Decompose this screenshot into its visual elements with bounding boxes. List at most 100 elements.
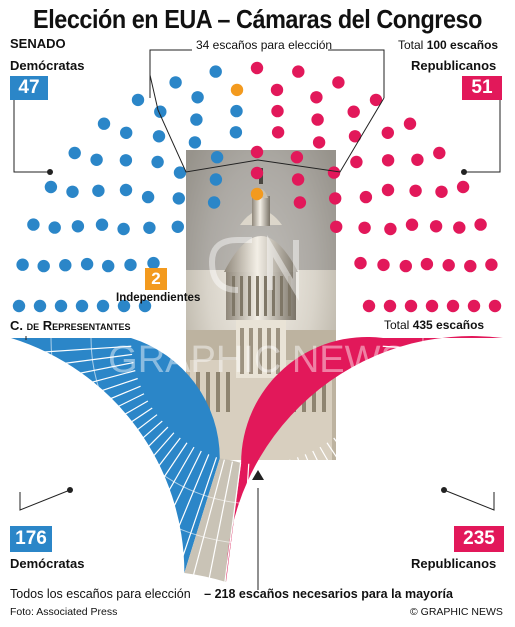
senate-seat	[124, 258, 137, 272]
senate-dem-label: Demócratas	[10, 58, 85, 73]
senate-seat	[190, 113, 203, 126]
senate-label: SENADO	[10, 36, 66, 51]
house-divider	[264, 463, 274, 584]
house-divider	[15, 361, 134, 387]
copyright: © GRAPHIC NEWS	[410, 606, 503, 618]
senate-seat	[312, 136, 326, 149]
house-divider	[61, 414, 158, 489]
senate-seat	[329, 192, 342, 205]
senate-seat	[230, 104, 243, 118]
house-divider	[351, 420, 443, 501]
house-divider	[289, 459, 322, 576]
house-divider	[19, 370, 136, 403]
senate-rep-count: 51	[462, 76, 502, 100]
senate-seat	[292, 65, 305, 78]
senate-seat	[442, 259, 455, 272]
senate-seat	[404, 299, 418, 313]
senate-seat	[467, 299, 481, 313]
senate-seat	[59, 259, 72, 272]
senate-seat	[381, 126, 394, 139]
senate-seat	[250, 166, 264, 180]
senate-seat	[151, 155, 164, 169]
house-divider	[382, 345, 503, 355]
watermark-text: GRAPHIC NEWS	[108, 339, 406, 381]
graphic-news-logo	[208, 235, 299, 301]
senate-seat	[147, 256, 160, 270]
senate-seat	[290, 151, 304, 164]
house-divider	[361, 407, 462, 476]
senate-seat	[131, 93, 145, 107]
house-rep-label: Republicanos	[411, 556, 497, 571]
senate-seat	[354, 256, 367, 270]
senate-seat	[383, 299, 397, 313]
senate-seat	[271, 126, 285, 139]
senate-seat	[75, 299, 89, 313]
house-divider	[177, 457, 218, 572]
senate-seat	[171, 220, 184, 233]
senate-seat	[362, 299, 376, 313]
house-divider	[365, 400, 471, 462]
senate-seat	[173, 166, 187, 179]
senate-ind-label: Independientes	[116, 292, 201, 304]
senate-total-text: Total	[398, 38, 424, 52]
house-divider	[162, 454, 210, 566]
senate-seat	[95, 218, 109, 231]
house-divider	[339, 432, 420, 524]
house-total-value: 435 escaños	[412, 318, 485, 332]
house-divider	[23, 377, 138, 418]
house-divider	[29, 385, 141, 433]
photo-credit: Foto: Associated Press	[10, 606, 118, 618]
senate-seat	[90, 153, 103, 166]
house-divider	[319, 446, 381, 552]
senate-seat	[377, 258, 390, 272]
house-divider	[192, 459, 225, 576]
senate-seat	[33, 299, 47, 313]
senate-seat	[138, 299, 152, 313]
senate-seat	[16, 258, 29, 271]
seats-up-bracket	[149, 49, 385, 173]
house-divider	[147, 450, 202, 559]
senate-seat	[117, 299, 131, 313]
house-divider	[240, 463, 250, 584]
senate-seat	[188, 136, 202, 149]
house-divider	[133, 446, 195, 552]
footer-all-seats: Todos los escaños para elección	[10, 587, 191, 601]
senate-seat	[429, 220, 443, 233]
senate-seat	[102, 259, 115, 273]
house-seat-wedges	[11, 336, 504, 584]
senate-seat	[420, 257, 434, 271]
senate-seats-up: 34 escaños para elección	[196, 38, 333, 52]
senate-seat	[209, 65, 222, 78]
house-divider	[106, 437, 181, 534]
senate-seat	[327, 166, 341, 179]
house-divider	[373, 385, 485, 433]
house-divider	[52, 407, 153, 476]
senate-seat	[381, 183, 395, 197]
senate-seat	[119, 183, 133, 197]
house-divider	[378, 370, 495, 403]
house-divider	[296, 457, 337, 572]
senate-seat	[405, 218, 419, 231]
senate-seat	[80, 257, 94, 271]
house-divider	[326, 442, 395, 543]
house-divider	[304, 454, 352, 566]
senate-seat	[474, 218, 487, 231]
senate-seat	[433, 146, 446, 160]
senate-seat	[37, 259, 50, 273]
house-divider	[36, 393, 145, 448]
senate-seat	[485, 258, 498, 271]
senate-seat	[384, 222, 397, 236]
senate-seat	[191, 91, 204, 104]
senate-seat	[250, 145, 264, 159]
house-divider	[94, 432, 175, 524]
senate-seat	[44, 180, 58, 194]
house-rep-block	[225, 336, 504, 583]
senate-seat	[48, 221, 61, 234]
senate-seat	[210, 151, 224, 164]
senate-seat	[425, 299, 439, 313]
house-divider	[356, 414, 453, 489]
house-divider	[208, 461, 234, 580]
house-dem-count: 176	[10, 526, 52, 552]
house-divider	[82, 426, 169, 513]
senate-seat	[347, 105, 360, 118]
